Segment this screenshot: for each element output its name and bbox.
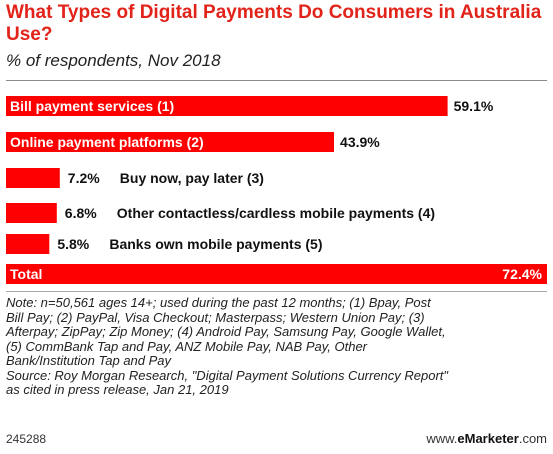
top-divider [6, 80, 547, 81]
category-label: Other contactless/cardless mobile paymen… [117, 205, 435, 221]
emarketer-logo[interactable]: www.eMarketer.com [426, 431, 547, 446]
bar-3 [6, 203, 57, 223]
chart-id: 245288 [6, 432, 47, 446]
value-label: 5.8% [57, 236, 89, 252]
brand-prefix: www. [426, 431, 458, 446]
brand-name: eMarketer [457, 431, 519, 446]
note-line: Bank/Institution Tap and Pay [6, 353, 172, 368]
chart-title: What Types of Digital Payments Do Consum… [6, 2, 542, 45]
bottom-divider [6, 291, 547, 292]
note-line: Note: n=50,561 ages 14+; used during the… [6, 295, 431, 310]
category-label: Bill payment services (1) [10, 98, 174, 114]
category-label: Online payment platforms (2) [10, 134, 204, 150]
category-label: Total [10, 266, 42, 282]
bar-4 [6, 234, 50, 254]
brand-suffix: .com [518, 431, 547, 446]
category-label: Buy now, pay later (3) [120, 170, 264, 186]
value-label: 6.8% [65, 205, 97, 221]
note-line: Bill Pay; (2) PayPal, Visa Checkout; Mas… [6, 309, 425, 325]
bar-1 [6, 132, 334, 152]
note-line: (5) CommBank Tap and Pay, ANZ Mobile Pay… [6, 338, 368, 354]
bar-0 [6, 96, 448, 116]
bar-2 [6, 168, 60, 188]
note-line: Afterpay; ZipPay; Zip Money; (4) Android… [6, 324, 446, 339]
category-label: Banks own mobile payments (5) [109, 236, 322, 252]
value-label: 72.4% [502, 266, 542, 282]
chart-subtitle: % of respondents, Nov 2018 [6, 51, 221, 70]
value-label: 43.9% [340, 134, 380, 150]
bar-total [6, 264, 547, 284]
chart-notes: Note: n=50,561 ages 14+; used during the… [6, 295, 551, 398]
value-label: 7.2% [68, 170, 100, 186]
source-line: Source: Roy Morgan Research, "Digital Pa… [6, 367, 449, 383]
source-line: as cited in press release, Jan 21, 2019 [6, 382, 229, 397]
value-label: 59.1% [454, 98, 494, 114]
